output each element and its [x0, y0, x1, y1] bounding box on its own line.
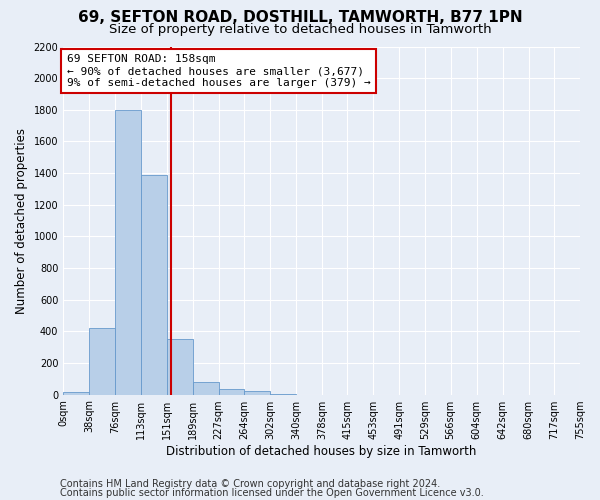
Text: 69 SEFTON ROAD: 158sqm
← 90% of detached houses are smaller (3,677)
9% of semi-d: 69 SEFTON ROAD: 158sqm ← 90% of detached… [67, 54, 370, 88]
Bar [115, 110, 140, 395]
Bar [89, 328, 115, 394]
Bar [193, 382, 218, 394]
Text: Contains public sector information licensed under the Open Government Licence v3: Contains public sector information licen… [60, 488, 484, 498]
Bar [218, 389, 244, 394]
Text: 69, SEFTON ROAD, DOSTHILL, TAMWORTH, B77 1PN: 69, SEFTON ROAD, DOSTHILL, TAMWORTH, B77… [77, 10, 523, 25]
Text: Contains HM Land Registry data © Crown copyright and database right 2024.: Contains HM Land Registry data © Crown c… [60, 479, 440, 489]
Y-axis label: Number of detached properties: Number of detached properties [15, 128, 28, 314]
X-axis label: Distribution of detached houses by size in Tamworth: Distribution of detached houses by size … [166, 444, 477, 458]
Bar [63, 392, 89, 394]
Bar [140, 174, 167, 394]
Bar [167, 339, 193, 394]
Text: Size of property relative to detached houses in Tamworth: Size of property relative to detached ho… [109, 22, 491, 36]
Bar [244, 392, 270, 394]
